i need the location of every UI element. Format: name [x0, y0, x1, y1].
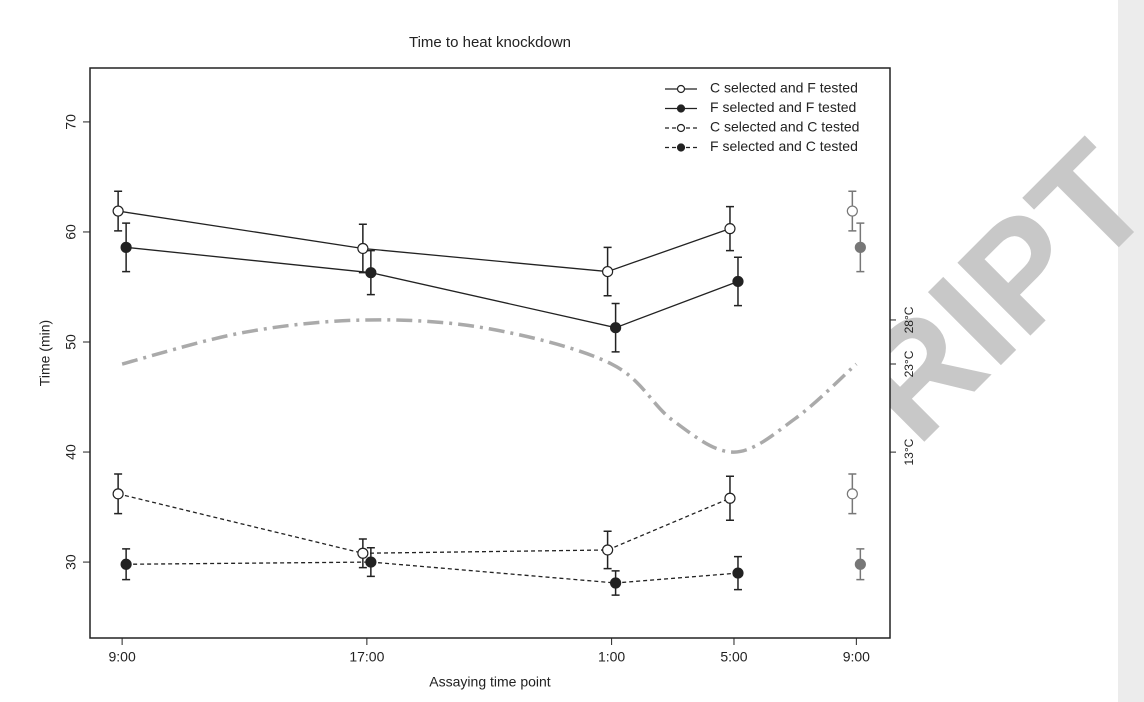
- point: [112, 205, 124, 217]
- point: [724, 492, 736, 504]
- point: [357, 547, 369, 559]
- x-axis-label: Assaying time point: [429, 674, 551, 690]
- chart-title: Time to heat knockdown: [409, 34, 571, 51]
- legend-marker: [676, 84, 686, 94]
- legend-label: C selected and C tested: [710, 119, 859, 135]
- x-tick-label: 5:00: [720, 649, 747, 665]
- point: [610, 577, 622, 589]
- legend-marker: [676, 104, 686, 113]
- point: [112, 488, 124, 500]
- point: [732, 567, 744, 579]
- legend-label: F selected and C tested: [710, 138, 858, 154]
- side-bar: [1118, 0, 1144, 702]
- series-line: [118, 210, 731, 273]
- legend-label: C selected and F tested: [710, 80, 858, 96]
- x-tick-label: 9:00: [108, 649, 135, 665]
- point: [724, 223, 736, 235]
- y-tick-label: 60: [63, 224, 79, 240]
- point: [610, 322, 622, 334]
- point: [602, 544, 614, 556]
- y-tick-label: 50: [63, 334, 79, 350]
- series-line: [117, 493, 731, 554]
- repeat-point: [846, 488, 858, 500]
- point: [120, 558, 132, 570]
- y-tick-label: 30: [63, 554, 79, 570]
- y-tick-label: 40: [63, 444, 79, 460]
- legend-label: F selected and F tested: [710, 99, 856, 115]
- repeat-point: [854, 558, 866, 570]
- point: [120, 241, 132, 253]
- repeat-point: [854, 241, 866, 253]
- series-line: [126, 246, 739, 329]
- x-tick-label: 9:00: [843, 649, 870, 665]
- point: [732, 275, 744, 288]
- x-tick-label: 17:00: [349, 649, 384, 665]
- point: [365, 556, 377, 568]
- legend-marker: [676, 123, 686, 133]
- point: [365, 267, 377, 279]
- point: [602, 265, 614, 278]
- y-axis-label: Time (min): [37, 320, 53, 386]
- x-tick-label: 1:00: [598, 649, 625, 665]
- y2-tick-label: 23°C: [902, 350, 916, 377]
- repeat-point: [846, 205, 858, 217]
- y2-tick-label: 28°C: [902, 306, 916, 333]
- y-tick-label: 70: [63, 114, 79, 130]
- plot-frame: [89, 67, 891, 639]
- legend-marker: [676, 143, 686, 152]
- series-line: [126, 561, 739, 584]
- y2-tick-label: 13°C: [902, 438, 916, 465]
- temperature-curve: [121, 318, 858, 454]
- point: [357, 242, 369, 255]
